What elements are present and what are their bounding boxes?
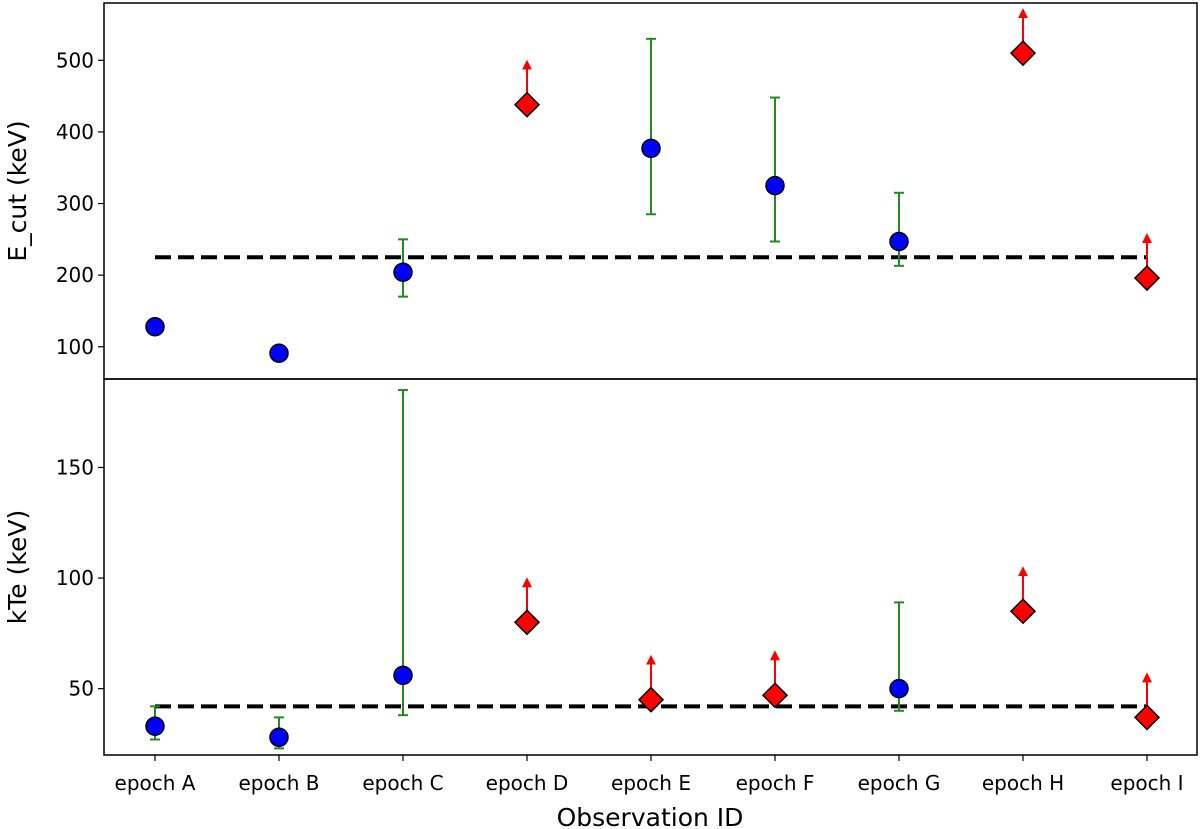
ecut-y-tick-label: 200 bbox=[56, 263, 94, 287]
ecut-y-tick-label: 400 bbox=[56, 120, 94, 144]
kte-point bbox=[393, 665, 413, 686]
ecut-point bbox=[889, 231, 909, 252]
kte-lower-limit-marker bbox=[513, 609, 541, 636]
x-axis-ticks: epoch A epoch B epoch C epoch D epoch E epoch… bbox=[115, 755, 1184, 795]
ecut-point bbox=[641, 138, 661, 159]
x-axis-label: Observation ID bbox=[557, 803, 744, 829]
ecut-y-tick-label: 300 bbox=[56, 192, 94, 216]
x-tick-label: epoch H bbox=[982, 771, 1064, 795]
bottom-y-axis-label: kTe (keV) bbox=[3, 510, 32, 624]
kte-lower-limit-marker bbox=[1133, 704, 1161, 731]
ecut-lower-limit-marker bbox=[513, 91, 541, 118]
ecut-point bbox=[269, 343, 289, 363]
kte-y-tick-label: 50 bbox=[69, 677, 94, 701]
ecut-lower-limit-marker bbox=[1133, 264, 1161, 292]
x-tick-label: epoch A bbox=[115, 771, 196, 795]
kte-lower-limit-marker bbox=[637, 686, 665, 713]
kte-point bbox=[145, 716, 165, 736]
kte-y-tick-label: 150 bbox=[56, 455, 94, 479]
kte-lower-limit-marker bbox=[1009, 598, 1037, 625]
ecut-lower-limit-marker bbox=[1009, 40, 1037, 67]
kte-point bbox=[889, 678, 909, 699]
x-tick-label: epoch I bbox=[1110, 771, 1183, 795]
ecut-y-tick-label: 500 bbox=[56, 48, 94, 72]
ecut-y-tick-label: 100 bbox=[56, 335, 94, 359]
x-tick-label: epoch F bbox=[736, 771, 815, 795]
kte-y-tick-label: 100 bbox=[56, 566, 94, 590]
kte-lower-limit-marker bbox=[761, 682, 789, 709]
bottom-panel-kte: 50 100 150 bbox=[56, 389, 1161, 750]
ecut-point bbox=[765, 175, 785, 196]
x-tick-label: epoch C bbox=[362, 771, 443, 795]
x-tick-label: epoch B bbox=[239, 771, 320, 795]
ecut-point bbox=[145, 316, 165, 337]
x-tick-label: epoch G bbox=[858, 771, 941, 795]
ecut-point bbox=[393, 262, 413, 283]
kte-point bbox=[269, 727, 289, 748]
x-tick-label: epoch D bbox=[486, 771, 569, 795]
top-panel-ecut: 100 200 300 400 500 bbox=[56, 8, 1161, 363]
x-tick-label: epoch E bbox=[611, 771, 691, 795]
top-y-axis-label: E_cut (keV) bbox=[3, 120, 32, 261]
